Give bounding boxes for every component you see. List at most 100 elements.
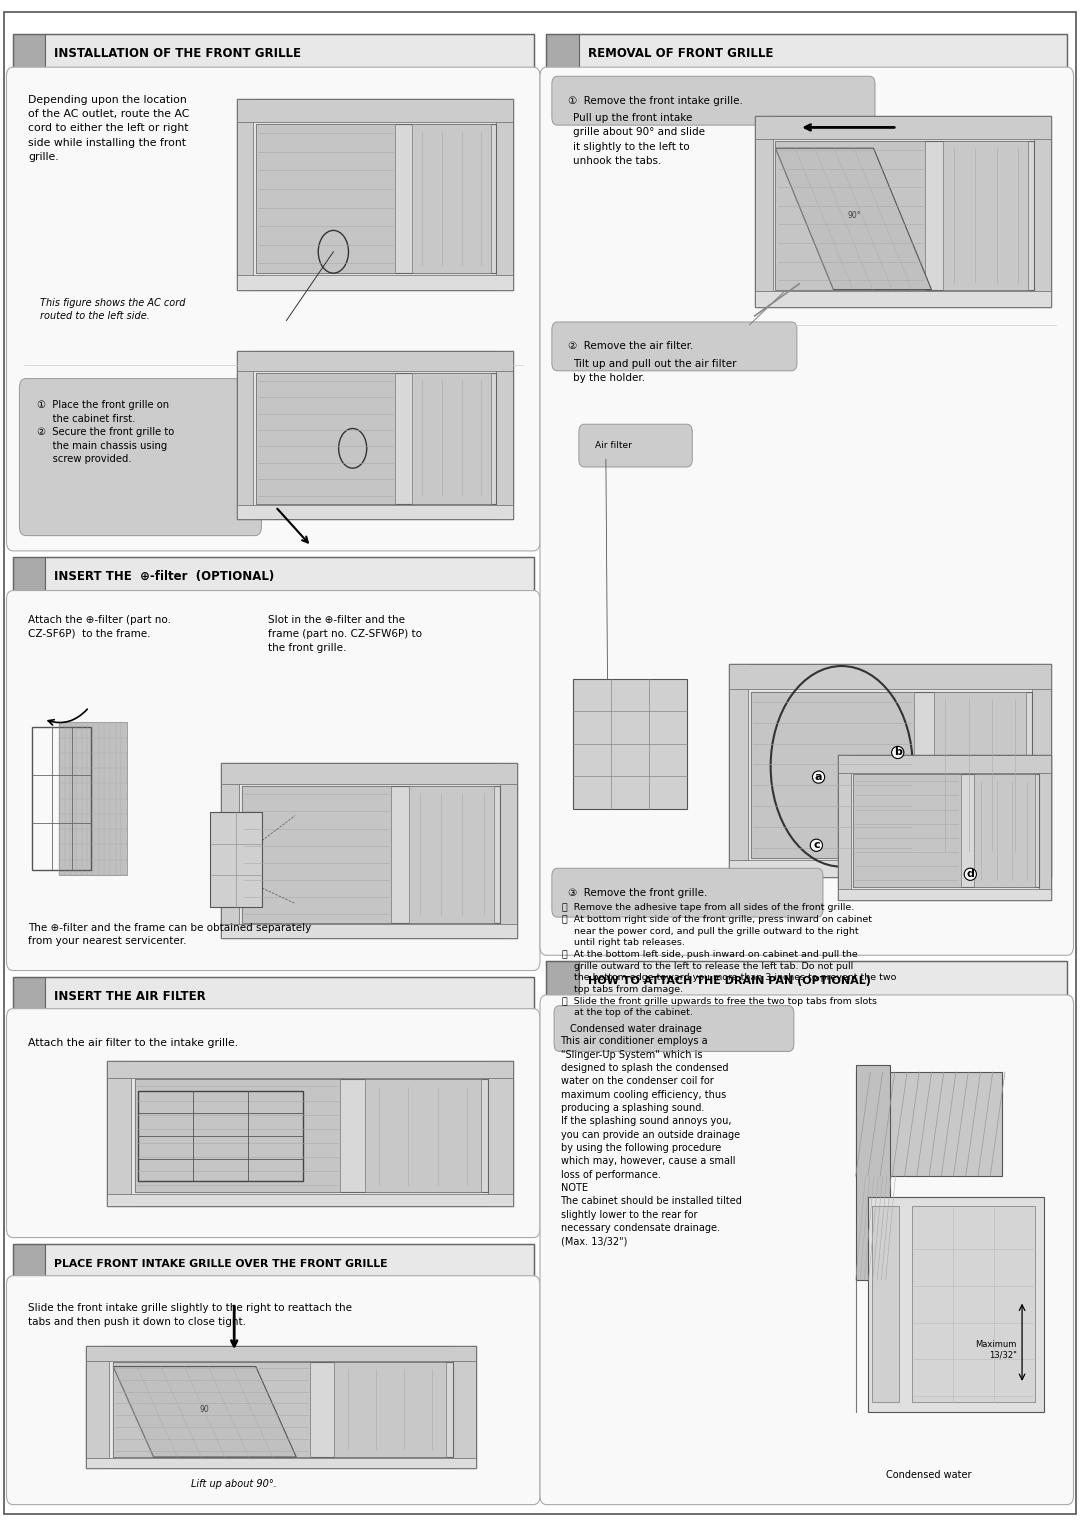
Bar bbox=[729, 664, 748, 877]
Bar bbox=[1039, 755, 1052, 900]
Bar bbox=[13, 1244, 534, 1283]
Text: Attach the ⊕-filter (part no.
CZ-SF6P)  to the frame.: Attach the ⊕-filter (part no. CZ-SF6P) t… bbox=[28, 615, 171, 639]
Bar bbox=[58, 722, 127, 874]
FancyBboxPatch shape bbox=[540, 67, 1074, 955]
Bar bbox=[221, 763, 517, 938]
Bar bbox=[13, 34, 534, 73]
Bar bbox=[113, 1361, 453, 1457]
Bar bbox=[752, 691, 914, 858]
Bar bbox=[85, 1346, 476, 1361]
Bar bbox=[729, 664, 1052, 877]
Bar bbox=[107, 1061, 513, 1206]
Text: d: d bbox=[967, 870, 974, 879]
Bar bbox=[853, 774, 1039, 887]
FancyBboxPatch shape bbox=[6, 1009, 540, 1238]
Text: PLACE FRONT INTAKE GRILLE OVER THE FRONT GRILLE: PLACE FRONT INTAKE GRILLE OVER THE FRONT… bbox=[54, 1259, 388, 1268]
FancyBboxPatch shape bbox=[540, 995, 1074, 1505]
Text: HOW TO ATTACH THE DRAIN PAN (OPTIONAL): HOW TO ATTACH THE DRAIN PAN (OPTIONAL) bbox=[588, 977, 870, 986]
Bar bbox=[838, 755, 851, 900]
Bar bbox=[45, 1244, 534, 1283]
Text: The ⊕-filter and the frame can be obtained separately
from your nearest servicen: The ⊕-filter and the frame can be obtain… bbox=[28, 923, 311, 946]
FancyBboxPatch shape bbox=[6, 591, 540, 971]
Bar bbox=[496, 99, 513, 290]
Bar bbox=[546, 961, 1067, 1001]
Bar bbox=[138, 1091, 303, 1181]
Bar bbox=[85, 1346, 109, 1468]
Bar bbox=[242, 786, 391, 923]
Bar bbox=[237, 99, 254, 290]
Bar bbox=[237, 99, 513, 122]
Text: This air conditioner employs a
"Slinger-Up System" which is
designed to splash t: This air conditioner employs a "Slinger-… bbox=[561, 1036, 742, 1247]
FancyBboxPatch shape bbox=[554, 1006, 794, 1051]
Bar bbox=[453, 1346, 476, 1468]
Text: Slot in the ⊕-filter and the
frame (part no. CZ-SFW6P) to
the front grille.: Slot in the ⊕-filter and the frame (part… bbox=[269, 615, 422, 653]
Bar bbox=[573, 679, 687, 809]
Bar bbox=[256, 372, 496, 504]
Text: ①  Place the front grille on
     the cabinet first.
②  Secure the front grille : ① Place the front grille on the cabinet … bbox=[37, 400, 174, 464]
Bar bbox=[974, 774, 1035, 887]
Bar bbox=[221, 763, 517, 784]
Bar bbox=[135, 1079, 340, 1192]
Bar bbox=[853, 774, 960, 887]
Bar bbox=[912, 1206, 1036, 1402]
Bar bbox=[211, 812, 262, 906]
Bar bbox=[242, 786, 500, 923]
Bar bbox=[934, 691, 1026, 858]
Text: Slide the front intake grille slightly to the right to reattach the
tabs and the: Slide the front intake grille slightly t… bbox=[28, 1303, 352, 1328]
Bar bbox=[855, 1065, 890, 1280]
Bar bbox=[838, 755, 1052, 772]
Bar bbox=[365, 1079, 482, 1192]
Bar bbox=[13, 977, 534, 1016]
Bar bbox=[838, 755, 1052, 900]
FancyBboxPatch shape bbox=[552, 868, 823, 917]
Bar bbox=[755, 116, 1052, 307]
Text: INSERT THE  ⊕-filter  (OPTIONAL): INSERT THE ⊕-filter (OPTIONAL) bbox=[54, 571, 274, 583]
Bar bbox=[13, 1244, 45, 1283]
Bar bbox=[237, 351, 513, 371]
Bar bbox=[256, 372, 395, 504]
Bar bbox=[755, 116, 1052, 139]
Bar bbox=[579, 34, 1067, 73]
Bar bbox=[13, 977, 45, 1016]
Bar bbox=[729, 861, 1052, 877]
Text: ①  Remove the front intake grille.: ① Remove the front intake grille. bbox=[568, 96, 743, 105]
Bar bbox=[413, 124, 491, 273]
Bar bbox=[755, 116, 772, 307]
Text: 90°: 90° bbox=[847, 211, 861, 220]
Bar bbox=[113, 1361, 310, 1457]
FancyBboxPatch shape bbox=[552, 322, 797, 371]
Bar bbox=[546, 961, 579, 1001]
Bar bbox=[107, 1061, 513, 1077]
Bar bbox=[409, 786, 495, 923]
Bar bbox=[752, 691, 1032, 858]
Bar bbox=[107, 1193, 513, 1206]
Bar bbox=[855, 1073, 1002, 1177]
Bar bbox=[32, 726, 92, 870]
Bar bbox=[334, 1361, 446, 1457]
Bar bbox=[488, 1061, 513, 1206]
Bar bbox=[496, 351, 513, 519]
Bar bbox=[237, 505, 513, 519]
Text: a: a bbox=[814, 772, 822, 783]
Bar bbox=[237, 275, 513, 290]
Bar bbox=[85, 1346, 476, 1468]
Text: This figure shows the AC cord
routed to the left side.: This figure shows the AC cord routed to … bbox=[40, 298, 186, 320]
Bar bbox=[873, 1206, 899, 1402]
Bar bbox=[256, 124, 496, 273]
Text: ⓐ  Remove the adhesive tape from all sides of the front grille.
ⓑ  At bottom rig: ⓐ Remove the adhesive tape from all side… bbox=[562, 903, 896, 1018]
FancyBboxPatch shape bbox=[6, 1276, 540, 1505]
Bar bbox=[237, 99, 513, 290]
Bar bbox=[221, 763, 239, 938]
Bar bbox=[13, 557, 534, 597]
Bar bbox=[45, 977, 534, 1016]
Text: Tilt up and pull out the air filter
by the holder.: Tilt up and pull out the air filter by t… bbox=[573, 359, 737, 383]
Text: c: c bbox=[813, 841, 820, 850]
Bar bbox=[107, 1061, 131, 1206]
Text: Depending upon the location
of the AC outlet, route the AC
cord to either the le: Depending upon the location of the AC ou… bbox=[28, 95, 189, 162]
Bar bbox=[546, 34, 579, 73]
FancyBboxPatch shape bbox=[19, 378, 261, 536]
Text: Pull up the front intake
grille about 90° and slide
it slightly to the left to
u: Pull up the front intake grille about 90… bbox=[573, 113, 705, 166]
Text: Lift up about 90°.: Lift up about 90°. bbox=[191, 1479, 278, 1489]
Bar bbox=[1032, 664, 1052, 877]
Bar bbox=[413, 372, 491, 504]
